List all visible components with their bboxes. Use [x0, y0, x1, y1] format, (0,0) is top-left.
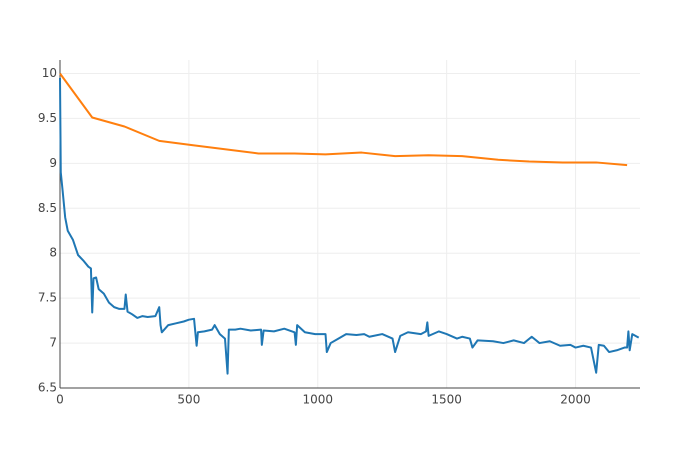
x-tick-label: 0	[56, 393, 64, 407]
y-tick-label: 8	[49, 246, 57, 260]
y-tick-label: 9	[49, 156, 57, 170]
x-tick-label: 2000	[560, 393, 591, 407]
x-tick-label: 1000	[303, 393, 334, 407]
y-tick-label: 7.5	[38, 291, 57, 305]
y-tick-label: 10	[42, 66, 57, 80]
y-tick-label: 9.5	[38, 111, 57, 125]
series-line	[59, 77, 640, 375]
series-line	[59, 72, 628, 167]
x-tick-label: 500	[177, 393, 200, 407]
y-tick-label: 7	[49, 336, 57, 350]
y-tick-label: 8.5	[38, 201, 57, 215]
y-tick-label: 6.5	[38, 381, 57, 395]
x-tick-label: 1500	[431, 393, 462, 407]
